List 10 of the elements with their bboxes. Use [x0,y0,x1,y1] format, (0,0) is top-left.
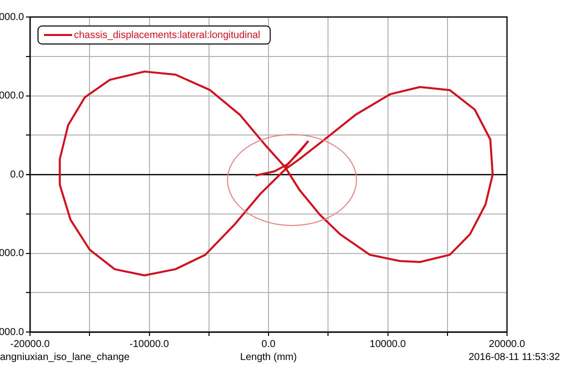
text: angniuxian_iso_lane_change [0,352,130,363]
legend-label: chassis_displacements:lateral:longitudinal [74,30,260,41]
x-tick-label: 10000.0 [370,338,406,350]
x-axis-title: Length (mm) [240,352,297,363]
text: 0.0 [10,169,24,180]
x-tick-label: 0.0 [262,338,276,350]
text: 2016-08-11 11:53:32 [468,352,560,363]
x-tick-label: 20000.0 [488,338,526,350]
x-tick-label: -20000.0 [10,338,50,350]
x-tick-label: -10000.0 [130,338,170,350]
